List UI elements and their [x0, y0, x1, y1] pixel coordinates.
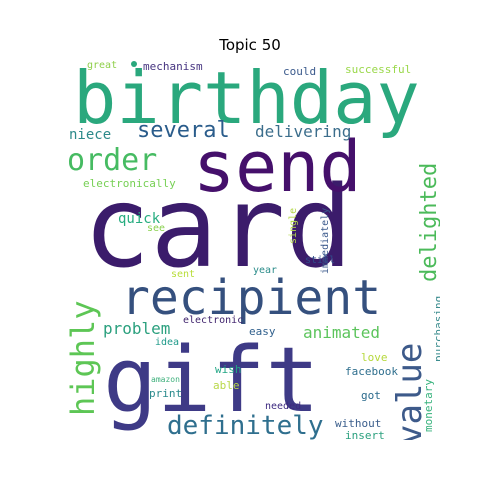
- word-gift: gift: [103, 328, 320, 433]
- word-needed: needed: [265, 401, 302, 412]
- figure-title: Topic 50: [219, 36, 281, 54]
- word-animated: animated: [303, 323, 381, 342]
- word-able: able: [213, 379, 240, 392]
- word-problem: problem: [103, 319, 171, 338]
- word-print: print: [149, 387, 183, 400]
- word-mechanism: mechanism: [143, 60, 203, 73]
- word-recipient: recipient: [121, 270, 382, 326]
- word-easy: easy: [249, 325, 276, 338]
- word-got: got: [361, 389, 381, 402]
- word-cloud: card birthday send gift recipient order …: [63, 60, 440, 440]
- word-could: could: [283, 65, 317, 78]
- word-delighted: delighted: [417, 162, 440, 282]
- word-insert: insert: [345, 429, 385, 440]
- word-amazon: amazon: [151, 375, 180, 384]
- word-quick: quick: [118, 211, 161, 227]
- word-purchasing: purchasing: [432, 295, 440, 362]
- word-send: send: [193, 126, 362, 208]
- word-without: without: [335, 417, 382, 430]
- word-facebook: facebook: [345, 365, 398, 378]
- word-great: great: [87, 60, 118, 71]
- word-still: still: [305, 255, 336, 266]
- word-definitely: definitely: [167, 411, 324, 440]
- word-single: single: [288, 207, 299, 244]
- word-monetary: monetary: [422, 379, 435, 432]
- word-niece: niece: [69, 127, 112, 143]
- word-see: see: [147, 223, 166, 234]
- word-several: several: [137, 118, 230, 143]
- word-delivering: delivering: [255, 122, 352, 141]
- dot-mark: [131, 61, 137, 67]
- word-order: order: [67, 143, 158, 178]
- word-successful: successful: [345, 63, 412, 76]
- word-idea: idea: [155, 337, 180, 348]
- word-year: year: [253, 265, 278, 276]
- word-love: love: [361, 351, 388, 364]
- word-sent: sent: [171, 269, 196, 280]
- word-card: card: [83, 163, 353, 293]
- word-wish: wish: [215, 363, 242, 376]
- word-electronically: electronically: [83, 177, 176, 190]
- word-highly: highly: [64, 300, 102, 416]
- word-electronic: electronic: [183, 315, 244, 326]
- word-birthday: birthday: [73, 60, 420, 140]
